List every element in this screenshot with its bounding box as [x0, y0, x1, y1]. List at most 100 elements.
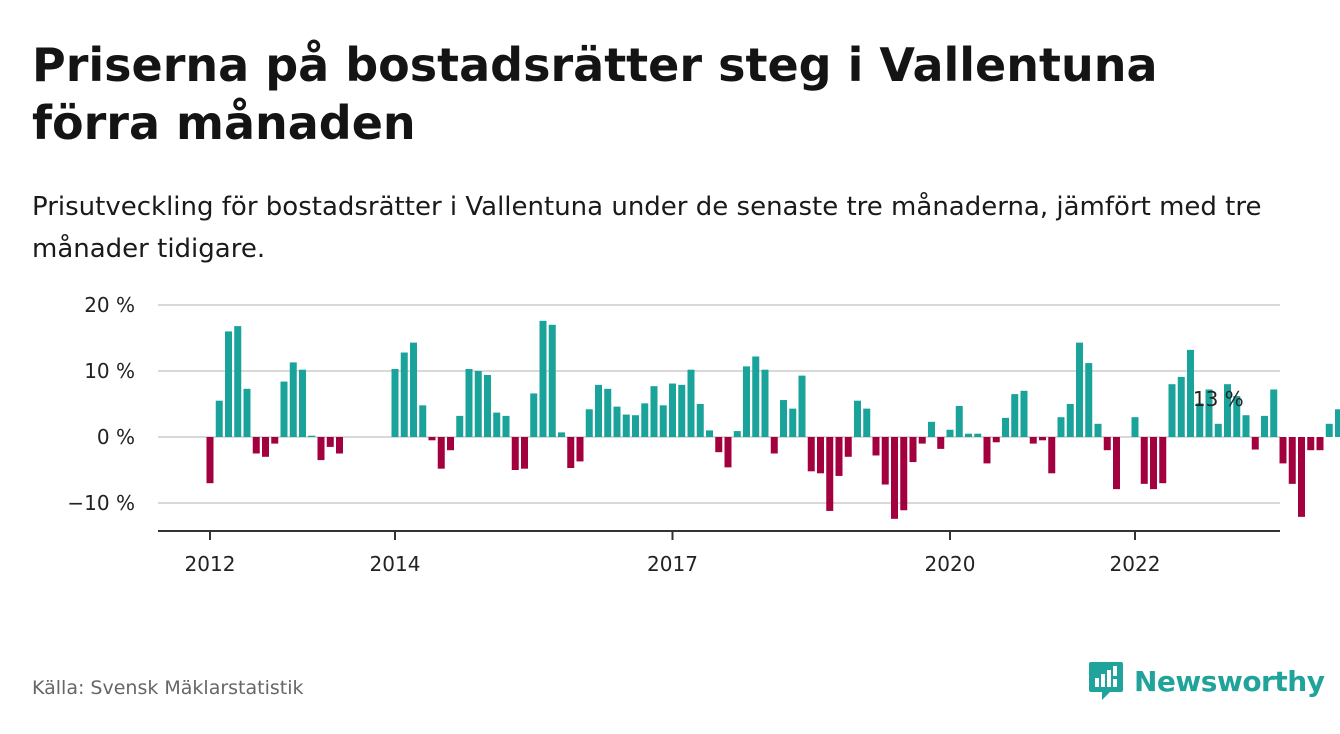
bar — [1288, 437, 1296, 484]
bar — [761, 369, 769, 437]
bar — [604, 388, 612, 437]
bar — [280, 381, 288, 437]
bar — [456, 415, 464, 437]
bar — [299, 369, 306, 437]
bar — [252, 437, 260, 454]
bar — [835, 437, 843, 476]
x-tick-label: 2022 — [1110, 552, 1161, 576]
x-tick-label: 2020 — [925, 552, 976, 576]
bar — [585, 409, 593, 437]
bar — [206, 437, 214, 484]
chart-title: Priserna på bostadsrätter steg i Vallent… — [32, 38, 1158, 150]
bar — [1131, 417, 1139, 437]
bar — [1335, 409, 1340, 437]
bar — [1242, 415, 1250, 437]
bar — [752, 356, 760, 437]
x-tick-label: 2017 — [647, 552, 698, 576]
bar — [447, 437, 454, 451]
bar — [1168, 384, 1176, 437]
bar — [1066, 404, 1074, 437]
bar — [733, 431, 741, 437]
bar — [881, 437, 889, 485]
bar — [724, 437, 732, 468]
bar — [992, 437, 1000, 443]
bar — [215, 400, 223, 437]
bar — [225, 331, 232, 437]
bar — [548, 324, 556, 437]
bar — [807, 437, 815, 472]
bar — [1002, 417, 1009, 437]
bar — [391, 369, 399, 437]
x-tick-label: 2012 — [185, 552, 236, 576]
bar — [854, 400, 861, 437]
bar — [1214, 423, 1222, 437]
bar — [567, 437, 575, 469]
bar — [817, 437, 824, 474]
brand-logo: Newsworthy — [1088, 660, 1325, 702]
bar — [891, 437, 898, 519]
bar — [1057, 417, 1065, 437]
brand-name: Newsworthy — [1134, 664, 1325, 698]
bar — [1196, 403, 1204, 437]
newsworthy-logo-icon — [1089, 662, 1123, 700]
y-tick-label: 20 % — [84, 293, 135, 317]
bar — [900, 437, 908, 511]
bar — [965, 433, 972, 437]
bar — [234, 326, 242, 437]
bar — [243, 388, 251, 437]
bar — [1224, 384, 1231, 437]
bar — [983, 437, 991, 464]
bar — [1140, 437, 1148, 484]
bar — [1279, 437, 1287, 464]
bar — [1298, 437, 1305, 517]
bar — [1103, 437, 1111, 451]
bar — [706, 430, 713, 437]
bar — [844, 437, 852, 457]
bar — [770, 437, 778, 454]
chart-subtitle: Prisutveckling för bostadsrätter i Valle… — [32, 192, 1262, 264]
bar — [1150, 437, 1157, 490]
bar — [511, 437, 519, 470]
bar — [474, 371, 482, 437]
bar — [1094, 423, 1102, 437]
bar — [419, 405, 427, 437]
bar — [521, 437, 528, 469]
bar — [780, 400, 787, 437]
bar — [502, 415, 510, 437]
latest-value-label: 13 % — [1193, 387, 1244, 411]
bar — [410, 342, 417, 437]
bar — [743, 366, 750, 437]
bar — [1177, 376, 1185, 437]
bar — [317, 437, 325, 461]
bar — [659, 405, 667, 437]
bar — [465, 369, 473, 437]
bar — [872, 437, 880, 456]
bar — [632, 415, 639, 437]
bar — [1029, 437, 1037, 444]
bar — [937, 437, 945, 449]
bar — [918, 437, 926, 444]
bar — [576, 437, 584, 462]
bar — [696, 404, 704, 437]
bar — [1085, 363, 1093, 437]
bar — [622, 414, 630, 437]
bar — [308, 435, 316, 437]
bar — [909, 437, 917, 463]
bar — [1205, 389, 1213, 437]
bar — [641, 403, 649, 437]
source-note: Källa: Svensk Mäklarstatistik — [32, 677, 304, 699]
bar — [289, 362, 297, 437]
bar — [1251, 437, 1259, 450]
bar — [1039, 437, 1046, 441]
bar — [1076, 342, 1083, 437]
bar — [558, 432, 565, 437]
x-tick-label: 2014 — [370, 552, 421, 576]
bar — [1307, 437, 1315, 451]
bar — [928, 421, 935, 437]
bar — [271, 437, 279, 444]
bar — [1316, 437, 1324, 451]
bar — [1113, 437, 1120, 490]
bar — [650, 386, 658, 437]
bar — [974, 433, 982, 437]
bar — [1020, 390, 1028, 437]
